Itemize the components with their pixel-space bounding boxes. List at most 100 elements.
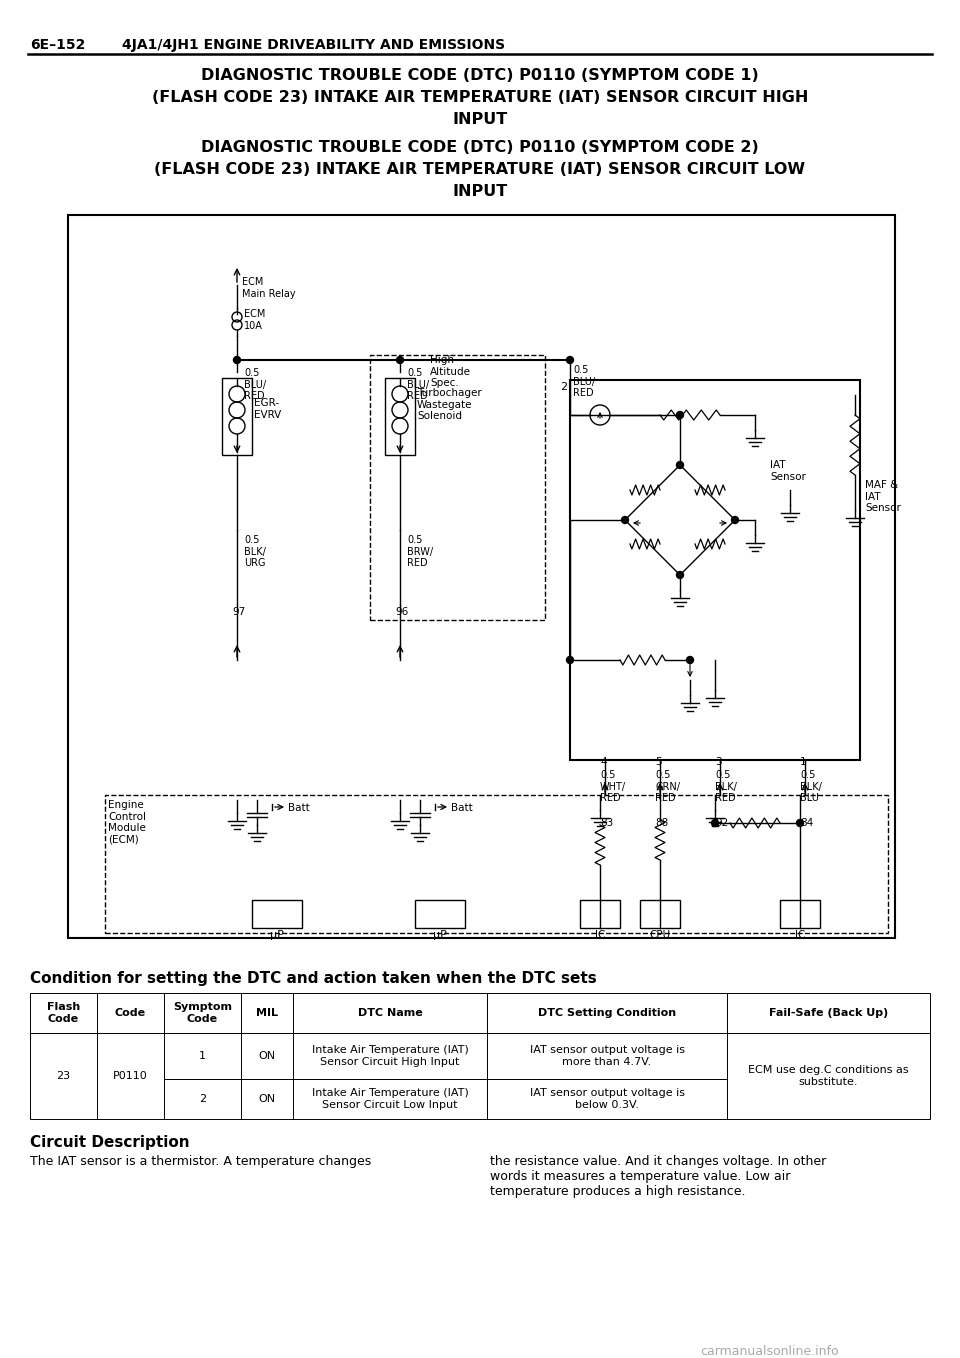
Circle shape <box>566 656 573 664</box>
Bar <box>293 1080 487 1119</box>
Text: IAT
Sensor: IAT Sensor <box>770 460 805 482</box>
Text: 5: 5 <box>655 756 661 767</box>
Text: IAT sensor output voltage is
below 0.3V.: IAT sensor output voltage is below 0.3V. <box>530 1088 684 1111</box>
Bar <box>293 993 487 1033</box>
Circle shape <box>621 516 629 523</box>
Bar <box>385 378 415 455</box>
Text: 4: 4 <box>600 756 607 767</box>
Bar <box>164 1033 241 1080</box>
Text: carmanualsonline.info: carmanualsonline.info <box>700 1344 839 1358</box>
Circle shape <box>566 357 573 364</box>
Text: 0.5
BLU/
RED: 0.5 BLU/ RED <box>573 365 595 398</box>
Circle shape <box>677 411 684 418</box>
Text: 0.5
WHT/
RED: 0.5 WHT/ RED <box>600 770 626 803</box>
Text: Batt: Batt <box>451 803 472 813</box>
Text: DIAGNOSTIC TROUBLE CODE (DTC) P0110 (SYMPTOM CODE 1): DIAGNOSTIC TROUBLE CODE (DTC) P0110 (SYM… <box>202 68 758 83</box>
Text: Condition for setting the DTC and action taken when the DTC sets: Condition for setting the DTC and action… <box>30 971 597 986</box>
Circle shape <box>233 357 241 364</box>
Text: Batt: Batt <box>288 803 310 813</box>
Bar <box>780 900 820 928</box>
Text: DTC Setting Condition: DTC Setting Condition <box>538 1008 676 1018</box>
Circle shape <box>677 462 684 469</box>
Bar <box>30 993 97 1033</box>
Text: Turbochager
Wastegate
Solenoid: Turbochager Wastegate Solenoid <box>417 388 482 421</box>
Text: 0.5
BRW/
RED: 0.5 BRW/ RED <box>407 535 433 568</box>
Text: DTC Name: DTC Name <box>358 1008 422 1018</box>
Bar <box>241 1033 293 1080</box>
Bar <box>580 900 620 928</box>
Bar <box>293 1033 487 1080</box>
Bar <box>487 1033 727 1080</box>
Text: DIAGNOSTIC TROUBLE CODE (DTC) P0110 (SYMPTOM CODE 2): DIAGNOSTIC TROUBLE CODE (DTC) P0110 (SYM… <box>202 140 758 155</box>
Text: 3: 3 <box>715 756 722 767</box>
Bar <box>370 354 545 621</box>
Text: Circuit Description: Circuit Description <box>30 1135 190 1150</box>
Circle shape <box>732 516 738 523</box>
Bar <box>30 1033 97 1119</box>
Text: P0110: P0110 <box>113 1071 148 1081</box>
Text: 1: 1 <box>800 756 806 767</box>
Text: the resistance value. And it changes voltage. In other
words it measures a tempe: the resistance value. And it changes vol… <box>490 1156 827 1198</box>
Text: MAF &
IAT
Sensor: MAF & IAT Sensor <box>865 479 900 513</box>
Bar <box>222 378 252 455</box>
Text: Intake Air Temperature (IAT)
Sensor Circuit Low Input: Intake Air Temperature (IAT) Sensor Circ… <box>312 1088 468 1111</box>
Text: 84: 84 <box>800 818 813 828</box>
Circle shape <box>677 572 684 579</box>
Text: 0.5
BLU/
RED: 0.5 BLU/ RED <box>407 368 429 401</box>
Text: MIL: MIL <box>256 1008 278 1018</box>
Bar <box>640 900 680 928</box>
Circle shape <box>711 819 718 827</box>
Bar <box>570 380 860 760</box>
Text: IC: IC <box>795 930 805 940</box>
Bar <box>105 794 888 933</box>
Text: IAT sensor output voltage is
more than 4.7V.: IAT sensor output voltage is more than 4… <box>530 1044 684 1067</box>
Text: 88: 88 <box>655 818 668 828</box>
Text: 0.5
BLU/
RED: 0.5 BLU/ RED <box>244 368 266 401</box>
Text: ON: ON <box>258 1051 276 1061</box>
Bar <box>727 993 930 1033</box>
Bar <box>241 993 293 1033</box>
Text: 2: 2 <box>560 382 567 392</box>
Bar <box>487 993 727 1033</box>
Bar <box>164 1080 241 1119</box>
Text: 6E–152: 6E–152 <box>30 38 85 52</box>
Text: 0.5
BLK/
RED: 0.5 BLK/ RED <box>715 770 737 803</box>
Circle shape <box>686 656 693 664</box>
Text: μP: μP <box>433 930 447 940</box>
Text: ECM
Main Relay: ECM Main Relay <box>242 277 296 299</box>
Bar <box>252 900 302 928</box>
Text: 96: 96 <box>395 607 408 617</box>
Bar <box>487 1080 727 1119</box>
Text: (FLASH CODE 23) INTAKE AIR TEMPERATURE (IAT) SENSOR CIRCUIT LOW: (FLASH CODE 23) INTAKE AIR TEMPERATURE (… <box>155 162 805 177</box>
Bar <box>727 1033 930 1119</box>
Text: IC: IC <box>595 930 605 940</box>
Bar <box>164 993 241 1033</box>
Bar <box>241 1080 293 1119</box>
Text: μP: μP <box>270 930 284 940</box>
Text: 2: 2 <box>199 1095 206 1104</box>
Text: Code: Code <box>115 1008 146 1018</box>
Circle shape <box>797 819 804 827</box>
Text: CPU: CPU <box>649 930 671 940</box>
Text: INPUT: INPUT <box>452 111 508 128</box>
Text: ECM
10A: ECM 10A <box>244 310 265 330</box>
Text: The IAT sensor is a thermistor. A temperature changes: The IAT sensor is a thermistor. A temper… <box>30 1156 372 1168</box>
Text: Symptom
Code: Symptom Code <box>173 1002 232 1024</box>
Bar <box>97 993 164 1033</box>
Circle shape <box>396 357 403 364</box>
Text: ECM use deg.C conditions as
substitute.: ECM use deg.C conditions as substitute. <box>748 1065 909 1088</box>
Text: 92: 92 <box>715 818 729 828</box>
Text: 0.5
GRN/
RED: 0.5 GRN/ RED <box>655 770 680 803</box>
Text: INPUT: INPUT <box>452 183 508 200</box>
Text: EGR-
EVRV: EGR- EVRV <box>254 398 281 420</box>
Text: Engine
Control
Module
(ECM): Engine Control Module (ECM) <box>108 800 146 845</box>
Bar <box>68 215 895 938</box>
Bar <box>415 900 465 928</box>
Text: 23: 23 <box>57 1071 71 1081</box>
Text: Fail-Safe (Back Up): Fail-Safe (Back Up) <box>769 1008 888 1018</box>
Text: 0.5
BLK/
URG: 0.5 BLK/ URG <box>244 535 266 568</box>
Text: High
Altitude
Spec.: High Altitude Spec. <box>430 354 471 388</box>
Text: Intake Air Temperature (IAT)
Sensor Circuit High Input: Intake Air Temperature (IAT) Sensor Circ… <box>312 1044 468 1067</box>
Text: 4JA1/4JH1 ENGINE DRIVEABILITY AND EMISSIONS: 4JA1/4JH1 ENGINE DRIVEABILITY AND EMISSI… <box>122 38 505 52</box>
Text: 97: 97 <box>232 607 245 617</box>
